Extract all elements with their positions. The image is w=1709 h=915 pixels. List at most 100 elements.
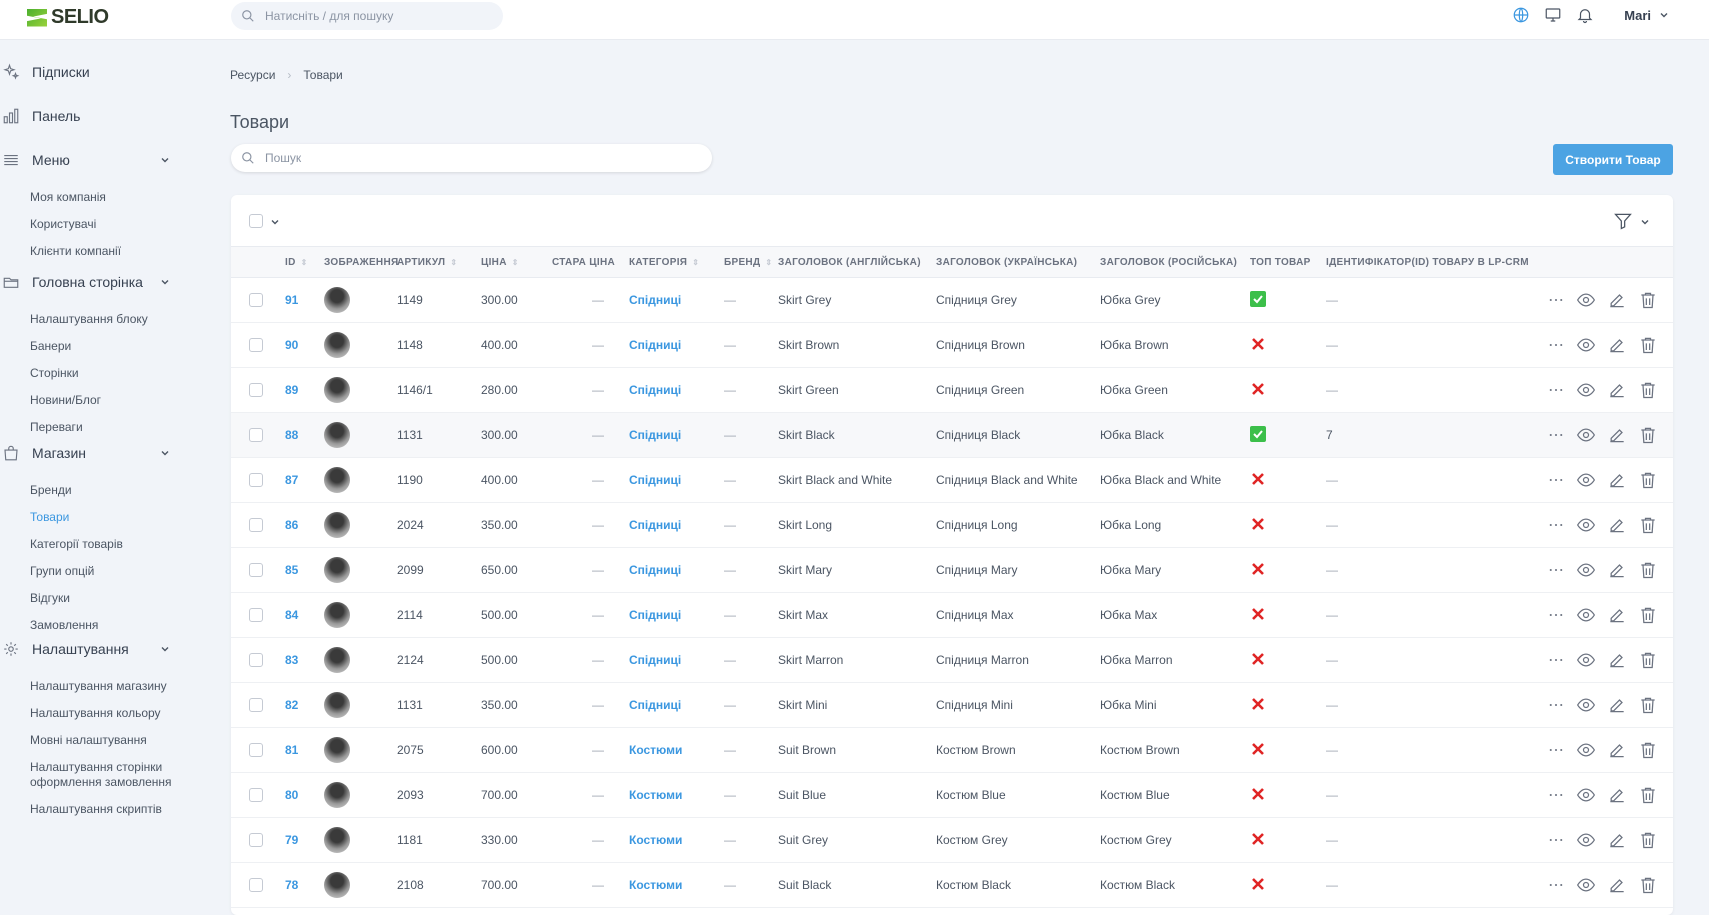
edit-icon[interactable]	[1607, 875, 1627, 895]
trash-icon[interactable]	[1638, 470, 1658, 490]
row-checkbox[interactable]	[249, 743, 263, 757]
sidebar-subitem[interactable]: Мовні налаштування	[30, 733, 147, 747]
table-row[interactable]: 90 1148 400.00 — Спідниці — Skirt Brown Спідниц…	[231, 323, 1673, 368]
cell-id[interactable]: 85	[285, 563, 299, 577]
row-checkbox[interactable]	[249, 338, 263, 352]
table-row[interactable]: 89 1146/1 280.00 — Спідниці — Skirt Green Спідн…	[231, 368, 1673, 413]
chevron-down-icon[interactable]	[160, 445, 170, 461]
cell-id[interactable]: 84	[285, 608, 299, 622]
table-row[interactable]: 78 2108 700.00 — Костюми — Suit Black Костюм Bl…	[231, 863, 1673, 908]
column-header[interactable]: ЦІНА ⇕	[481, 247, 519, 277]
global-search-input[interactable]: Натисніть / для пошуку	[231, 2, 503, 30]
trash-icon[interactable]	[1638, 380, 1658, 400]
more-icon[interactable]	[1547, 876, 1565, 894]
sidebar-subitem[interactable]: Товари	[30, 510, 70, 524]
table-row[interactable]: 91 1149 300.00 — Спідниці — Skirt Grey Спідниця…	[231, 278, 1673, 323]
row-checkbox[interactable]	[249, 653, 263, 667]
table-row[interactable]: 85 2099 650.00 — Спідниці — Skirt Mary Спідниця…	[231, 548, 1673, 593]
trash-icon[interactable]	[1638, 425, 1658, 445]
sidebar-subitem[interactable]: Категорії товарів	[30, 537, 123, 551]
row-checkbox[interactable]	[249, 698, 263, 712]
cell-id[interactable]: 88	[285, 428, 299, 442]
edit-icon[interactable]	[1607, 695, 1627, 715]
sidebar-subitem[interactable]: Налаштування блоку	[30, 312, 148, 326]
sidebar-item-4[interactable]: Магазин	[0, 429, 218, 477]
more-icon[interactable]	[1547, 426, 1565, 444]
sidebar-subitem[interactable]: Бренди	[30, 483, 72, 497]
trash-icon[interactable]	[1638, 785, 1658, 805]
cell-id[interactable]: 80	[285, 788, 299, 802]
more-icon[interactable]	[1547, 336, 1565, 354]
more-icon[interactable]	[1547, 291, 1565, 309]
more-icon[interactable]	[1547, 561, 1565, 579]
table-row[interactable]: 79 1181 330.00 — Костюми — Suit Grey Костюм Gre…	[231, 818, 1673, 863]
row-checkbox[interactable]	[249, 293, 263, 307]
edit-icon[interactable]	[1607, 335, 1627, 355]
user-menu[interactable]: Mari	[1624, 8, 1669, 23]
cell-id[interactable]: 81	[285, 743, 299, 757]
cell-id[interactable]: 90	[285, 338, 299, 352]
create-product-button[interactable]: Створити Товар	[1553, 144, 1673, 175]
bell-icon[interactable]	[1576, 6, 1594, 24]
cell-cat[interactable]: Спідниці	[629, 383, 682, 397]
trash-icon[interactable]	[1638, 695, 1658, 715]
eye-icon[interactable]	[1576, 605, 1596, 625]
row-checkbox[interactable]	[249, 383, 263, 397]
edit-icon[interactable]	[1607, 605, 1627, 625]
eye-icon[interactable]	[1576, 740, 1596, 760]
column-header[interactable]: БРЕНД ⇕	[724, 247, 772, 277]
cell-cat[interactable]: Спідниці	[629, 653, 682, 667]
cell-cat[interactable]: Спідниці	[629, 338, 682, 352]
cell-id[interactable]: 82	[285, 698, 299, 712]
more-icon[interactable]	[1547, 381, 1565, 399]
trash-icon[interactable]	[1638, 605, 1658, 625]
edit-icon[interactable]	[1607, 740, 1627, 760]
trash-icon[interactable]	[1638, 290, 1658, 310]
chevron-down-icon[interactable]	[160, 274, 170, 290]
eye-icon[interactable]	[1576, 515, 1596, 535]
more-icon[interactable]	[1547, 696, 1565, 714]
cell-id[interactable]: 79	[285, 833, 299, 847]
cell-cat[interactable]: Костюми	[629, 878, 683, 892]
edit-icon[interactable]	[1607, 650, 1627, 670]
edit-icon[interactable]	[1607, 380, 1627, 400]
eye-icon[interactable]	[1576, 785, 1596, 805]
cell-id[interactable]: 89	[285, 383, 299, 397]
row-checkbox[interactable]	[249, 878, 263, 892]
cell-id[interactable]: 87	[285, 473, 299, 487]
sort-icon[interactable]: ⇕	[450, 257, 458, 267]
edit-icon[interactable]	[1607, 515, 1627, 535]
sidebar-subitem[interactable]: Переваги	[30, 420, 83, 434]
more-icon[interactable]	[1547, 651, 1565, 669]
row-checkbox[interactable]	[249, 608, 263, 622]
row-checkbox[interactable]	[249, 473, 263, 487]
cell-id[interactable]: 91	[285, 293, 299, 307]
sidebar-subitem[interactable]: Замовлення	[30, 618, 99, 632]
edit-icon[interactable]	[1607, 830, 1627, 850]
table-row[interactable]: 80 2093 700.00 — Костюми — Suit Blue Костюм Blu…	[231, 773, 1673, 818]
eye-icon[interactable]	[1576, 425, 1596, 445]
sidebar-subitem[interactable]: Налаштування магазину	[30, 679, 167, 693]
more-icon[interactable]	[1547, 516, 1565, 534]
select-all-checkbox[interactable]	[249, 214, 263, 228]
cell-cat[interactable]: Спідниці	[629, 518, 682, 532]
eye-icon[interactable]	[1576, 875, 1596, 895]
trash-icon[interactable]	[1638, 335, 1658, 355]
monitor-icon[interactable]	[1544, 6, 1562, 24]
more-icon[interactable]	[1547, 606, 1565, 624]
cell-cat[interactable]: Спідниці	[629, 473, 682, 487]
globe-icon[interactable]	[1512, 6, 1530, 24]
more-icon[interactable]	[1547, 471, 1565, 489]
sidebar-subitem[interactable]: Новини/Блог	[30, 393, 102, 407]
trash-icon[interactable]	[1638, 560, 1658, 580]
cell-cat[interactable]: Спідниці	[629, 563, 682, 577]
sidebar-subitem[interactable]: Налаштування скриптів	[30, 802, 162, 816]
sidebar-subitem[interactable]: Відгуки	[30, 591, 71, 605]
table-row[interactable]: 82 1131 350.00 — Спідниці — Skirt Mini Спідниця…	[231, 683, 1673, 728]
table-row[interactable]: 81 2075 600.00 — Костюми — Suit Brown Костюм Br…	[231, 728, 1673, 773]
sidebar-subitem[interactable]: Сторінки	[30, 366, 79, 380]
trash-icon[interactable]	[1638, 740, 1658, 760]
cell-id[interactable]: 78	[285, 878, 299, 892]
cell-cat[interactable]: Спідниці	[629, 428, 682, 442]
cell-cat[interactable]: Костюми	[629, 743, 683, 757]
